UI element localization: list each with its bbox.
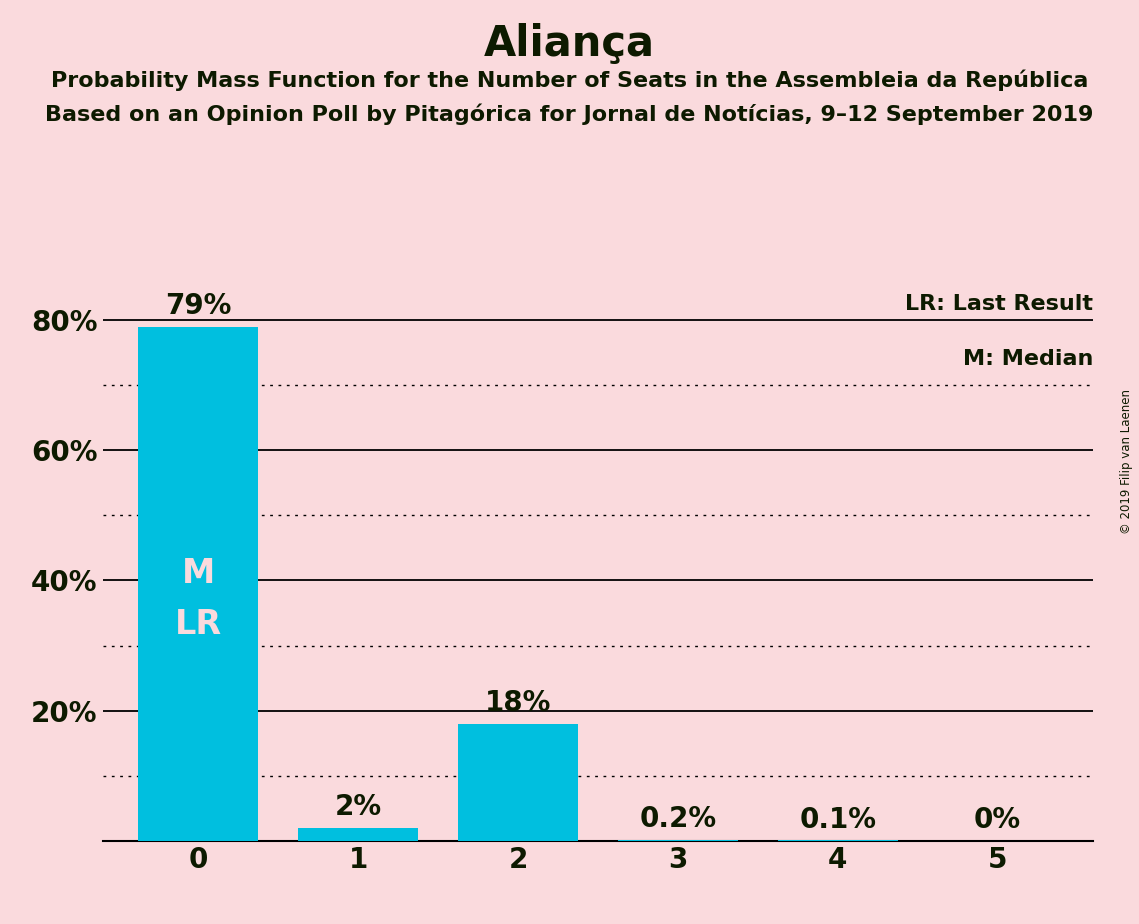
Text: 18%: 18% (485, 689, 551, 717)
Bar (139, 326, 259, 841)
Text: 79%: 79% (165, 292, 231, 320)
Text: LR: Last Result: LR: Last Result (906, 295, 1093, 314)
Text: Probability Mass Function for the Number of Seats in the Assembleia da República: Probability Mass Function for the Number… (51, 69, 1088, 91)
Text: © 2019 Filip van Laenen: © 2019 Filip van Laenen (1121, 390, 1133, 534)
Text: 2%: 2% (335, 794, 382, 821)
Bar (618, 840, 738, 841)
Text: 0.1%: 0.1% (800, 806, 876, 833)
Text: M: M (182, 557, 215, 590)
Bar (458, 723, 577, 841)
Text: M: Median: M: Median (964, 348, 1093, 369)
Text: 0.2%: 0.2% (639, 805, 716, 833)
Text: Based on an Opinion Poll by Pitagórica for Jornal de Notícias, 9–12 September 20: Based on an Opinion Poll by Pitagórica f… (46, 103, 1093, 125)
Text: 0%: 0% (974, 807, 1021, 834)
Bar (298, 828, 418, 841)
Text: Aliança: Aliança (484, 23, 655, 65)
Text: LR: LR (175, 608, 222, 641)
